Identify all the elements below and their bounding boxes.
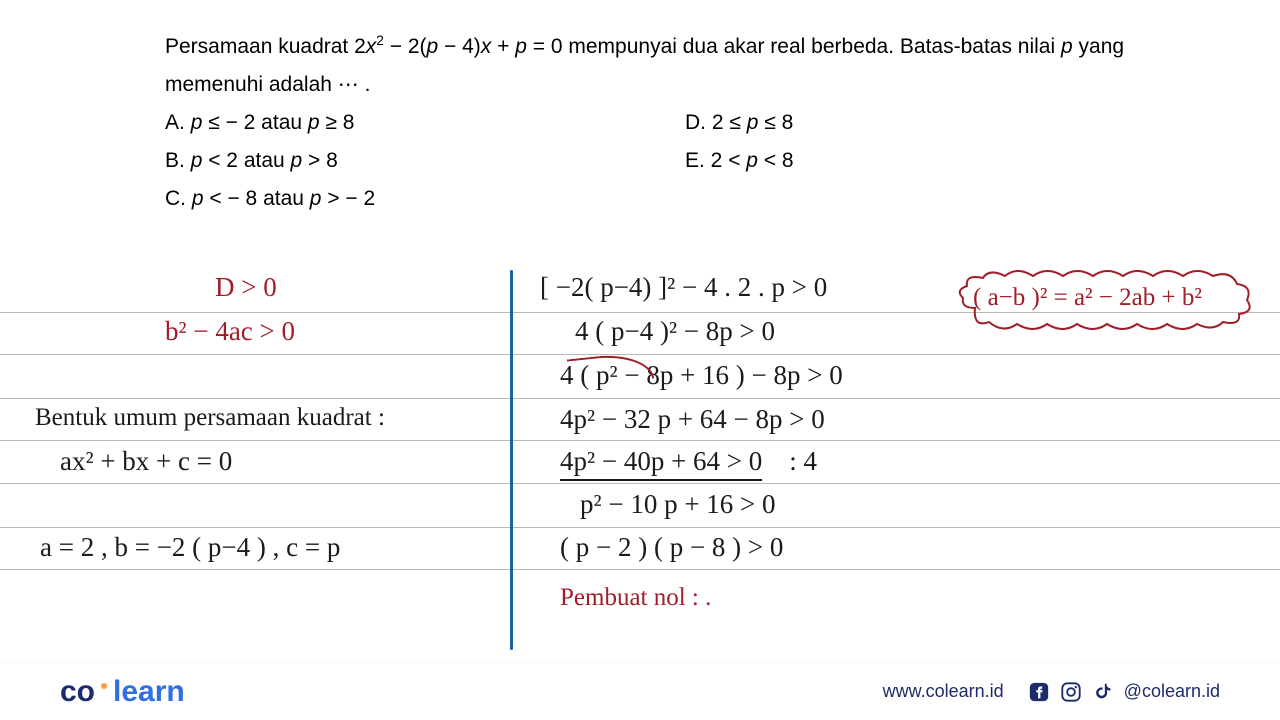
- rule-line: [0, 440, 1280, 441]
- opt-label: E. 2 <: [685, 149, 746, 172]
- q-text: memenuhi adalah ⋯ .: [165, 73, 370, 96]
- opt-var: p: [191, 149, 203, 172]
- step-7: ( p − 2 ) ( p − 8 ) > 0: [560, 532, 783, 563]
- logo-left: co: [60, 675, 95, 709]
- opt-label: B.: [165, 149, 191, 172]
- zero-makers: Pembuat nol : .: [560, 584, 711, 612]
- q-text: − 2(: [384, 35, 427, 58]
- question-block: Persamaan kuadrat 2x2 − 2(p − 4)x + p = …: [165, 28, 1165, 218]
- step-5-expr: 4p² − 40p + 64 > 0: [560, 446, 762, 481]
- logo: co learn: [60, 675, 185, 709]
- opt-text: > 8: [302, 149, 338, 172]
- option-d: D. 2 ≤ p ≤ 8: [685, 104, 985, 142]
- facebook-icon: [1028, 681, 1050, 703]
- footer-url: www.colearn.id: [883, 681, 1004, 702]
- q-sup: 2: [376, 33, 384, 48]
- step-6: p² − 10 p + 16 > 0: [580, 489, 776, 520]
- option-row-1: A. p ≤ − 2 atau p ≥ 8 D. 2 ≤ p ≤ 8: [165, 104, 1165, 142]
- step-2: 4 ( p−4 )² − 8p > 0: [575, 316, 775, 347]
- step-5-div: : 4: [789, 446, 817, 476]
- opt-text: ≥ 8: [320, 111, 355, 134]
- formula-cloud: ( a−b )² = a² − 2ab + b²: [955, 270, 1255, 330]
- tiktok-icon: [1092, 681, 1114, 703]
- rule-line: [0, 354, 1280, 355]
- question-line-2: memenuhi adalah ⋯ .: [165, 66, 1165, 104]
- rule-line: [0, 527, 1280, 528]
- option-row-2: B. p < 2 atau p > 8 E. 2 < p < 8: [165, 142, 1165, 180]
- logo-right: learn: [113, 675, 185, 709]
- instagram-icon: [1060, 681, 1082, 703]
- q-text: = 0 mempunyai dua akar real berbeda. Bat…: [527, 35, 1061, 58]
- option-row-3: C. p < − 8 atau p > − 2: [165, 180, 1165, 218]
- question-line-1: Persamaan kuadrat 2x2 − 2(p − 4)x + p = …: [165, 28, 1165, 66]
- opt-var: p: [191, 111, 203, 134]
- q-var: x: [481, 35, 492, 58]
- opt-label: A.: [165, 111, 191, 134]
- opt-text: ≤ − 2 atau: [202, 111, 308, 134]
- option-a: A. p ≤ − 2 atau p ≥ 8: [165, 104, 685, 142]
- discriminant-expand: b² − 4ac > 0: [165, 316, 295, 347]
- general-form-label: Bentuk umum persamaan kuadrat :: [35, 404, 385, 432]
- rule-line: [0, 398, 1280, 399]
- option-c: C. p < − 8 atau p > − 2: [165, 180, 685, 218]
- opt-text: < − 8 atau: [204, 187, 310, 210]
- formula-text: ( a−b )² = a² − 2ab + b²: [973, 284, 1202, 312]
- q-var: p: [427, 35, 439, 58]
- opt-text: < 8: [758, 149, 794, 172]
- option-e: E. 2 < p < 8: [685, 142, 985, 180]
- discriminant-cond: D > 0: [215, 272, 277, 303]
- coeffs: a = 2 , b = −2 ( p−4 ) , c = p: [40, 532, 340, 563]
- opt-var: p: [746, 149, 758, 172]
- footer-right: www.colearn.id @colearn.id: [883, 681, 1220, 703]
- q-text: Persamaan kuadrat 2: [165, 35, 366, 58]
- opt-text: > − 2: [321, 187, 375, 210]
- opt-var: p: [291, 149, 303, 172]
- general-form-eq: ax² + bx + c = 0: [60, 446, 232, 477]
- social-group: @colearn.id: [1028, 681, 1220, 703]
- opt-text: < 2 atau: [202, 149, 290, 172]
- opt-var: p: [310, 187, 322, 210]
- opt-var: p: [192, 187, 204, 210]
- footer-handle: @colearn.id: [1124, 681, 1220, 702]
- opt-var: p: [747, 111, 759, 134]
- rule-line: [0, 483, 1280, 484]
- opt-label: C.: [165, 187, 192, 210]
- q-var: p: [515, 35, 527, 58]
- option-b: B. p < 2 atau p > 8: [165, 142, 685, 180]
- q-text: − 4): [438, 35, 481, 58]
- logo-dot-icon: [101, 683, 107, 689]
- step-1: [ −2( p−4) ]² − 4 . 2 . p > 0: [540, 272, 827, 303]
- rule-line: [0, 569, 1280, 570]
- opt-text: ≤ 8: [758, 111, 793, 134]
- q-text: +: [491, 35, 515, 58]
- opt-var: p: [308, 111, 320, 134]
- step-4: 4p² − 32 p + 64 − 8p > 0: [560, 404, 825, 435]
- column-divider: [510, 270, 513, 650]
- q-var: x: [366, 35, 377, 58]
- work-area: D > 0 b² − 4ac > 0 Bentuk umum persamaan…: [0, 260, 1280, 660]
- q-text: yang: [1073, 35, 1124, 58]
- q-var: p: [1061, 35, 1073, 58]
- step-5: 4p² − 40p + 64 > 0 : 4: [560, 446, 817, 481]
- opt-label: D. 2 ≤: [685, 111, 747, 134]
- footer: co learn www.colearn.id @colearn.id: [0, 662, 1280, 720]
